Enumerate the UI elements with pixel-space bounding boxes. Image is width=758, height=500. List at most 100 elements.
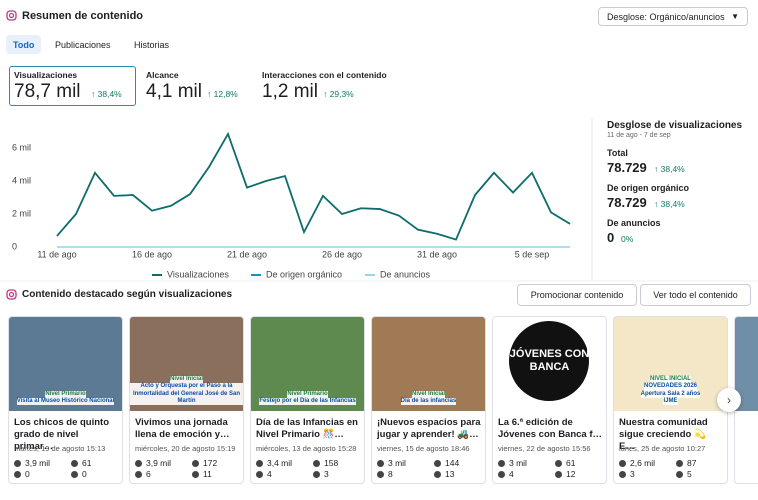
y-tick-label: 2 mil	[12, 208, 31, 218]
instagram-icon	[6, 10, 17, 21]
card[interactable]: Nivel Primario Festejo por el Día de las …	[250, 316, 365, 484]
stat-comments: 6	[146, 469, 151, 479]
stat-comments: 8	[388, 469, 393, 479]
stat-likes: 144	[445, 458, 460, 468]
next-arrow[interactable]: ›	[717, 388, 741, 412]
tab[interactable]: Publicaciones	[55, 40, 111, 50]
card-date: viernes, 15 de agosto 18:46	[377, 444, 470, 453]
metric-label: Interacciones con el contenido	[262, 70, 387, 80]
image-text: Apertura Sala 2 años	[640, 390, 701, 398]
stat-icon	[377, 459, 384, 467]
image-text: NIVEL INICIAL	[650, 376, 691, 384]
stat: 3,9 mil	[135, 458, 171, 468]
card-date: martes, 19 de agosto 15:13	[14, 444, 106, 453]
image-text: JÓVENES CON BANCA	[509, 347, 590, 373]
button[interactable]: Ver todo el contenido	[640, 284, 751, 306]
stat: 61	[555, 458, 575, 468]
card-title: Nuestra comunidad sigue creciendo 💫 E…	[619, 417, 708, 452]
breakdown-label: De anuncios	[607, 218, 661, 228]
stat: 8	[377, 469, 393, 479]
stat: 144	[434, 458, 459, 468]
stat-comments: 3	[630, 469, 635, 479]
card[interactable]: NIVEL INICIAL NOVEDADES 2026 Apertura Sala…	[613, 316, 728, 484]
image-text: NOVEDADES 2026	[643, 383, 698, 391]
change-value: 38,4%	[660, 164, 685, 174]
stat: 4	[256, 469, 272, 479]
stat-icon	[498, 470, 505, 478]
stat: 87	[676, 458, 696, 468]
stat-comments: 0	[25, 469, 30, 479]
change-value: 38,4%	[660, 199, 685, 209]
stat-shares: 3	[324, 469, 329, 479]
breakdown-value: 78.729	[607, 195, 647, 210]
stat-shares: 5	[687, 469, 692, 479]
card-image: NIVEL INICIAL NOVEDADES 2026 Apertura Sala…	[614, 317, 727, 411]
image-text: Acto y Orquesta por el Paso a la Inmorta…	[130, 383, 243, 405]
legend-label: De anuncios	[380, 269, 431, 279]
card-title: La 6.ª edición de Jóvenes con Banca f…	[498, 417, 603, 440]
metric-label: Visualizaciones	[14, 70, 78, 80]
image-text: Nivel Inicial	[169, 376, 203, 384]
stat-icon	[192, 459, 199, 467]
card[interactable]: Nivel Primario Visita al Museo Histórico …	[8, 316, 123, 484]
stat: 3	[619, 469, 635, 479]
breakdown-value: 78.729	[607, 160, 647, 175]
stat-shares: 0	[82, 469, 87, 479]
stat-likes: 61	[82, 458, 92, 468]
card-title: Día de las Infancias en Nivel Primario 🎊…	[256, 417, 358, 440]
stat-icon	[434, 470, 441, 478]
card-partial[interactable]	[734, 316, 758, 484]
stat: 4	[498, 469, 514, 479]
metric-change: ↑ 29,3%	[323, 89, 354, 99]
breakdown-change: ↑ 38,4%	[654, 164, 685, 174]
x-tick-label: 31 de ago	[417, 249, 457, 259]
x-tick-label: 26 de ago	[322, 249, 362, 259]
x-tick-label: 21 de ago	[227, 249, 267, 259]
card[interactable]: JÓVENES CON BANCA La 6.ª edición de Jóven…	[492, 316, 607, 484]
stat-icon	[619, 470, 626, 478]
stat-likes: 158	[324, 458, 339, 468]
stat-icon	[71, 470, 78, 478]
dropdown-label: Desglose: Orgánico/anuncios	[607, 11, 725, 22]
stat: 3	[313, 469, 329, 479]
y-tick-label: 4 mil	[12, 175, 31, 185]
breakdown-change: ↑ 38,4%	[654, 199, 685, 209]
card[interactable]: Nivel Inicial Acto y Orquesta por el Paso…	[129, 316, 244, 484]
card[interactable]: Nivel Inicial Día de las infancias ¡Nuevos…	[371, 316, 486, 484]
tab[interactable]: Todo	[13, 40, 35, 50]
stat-views: 3 mil	[509, 458, 527, 468]
stat: 12	[555, 469, 575, 479]
metric-change: ↑ 12,8%	[207, 89, 238, 99]
legend-label: De origen orgánico	[266, 269, 342, 279]
stat-icon	[676, 459, 683, 467]
stat-icon	[434, 459, 441, 467]
stat-icon	[71, 459, 78, 467]
stat-icon	[135, 459, 142, 467]
stat-views: 3,9 mil	[25, 458, 51, 468]
image-text: Día de las infancias	[400, 397, 457, 405]
y-tick-label: 0	[12, 241, 17, 251]
button[interactable]: Promocionar contenido	[517, 284, 637, 306]
stat-views: 3 mil	[388, 458, 406, 468]
image-text: Nivel Primario	[287, 390, 328, 398]
stat-icon	[555, 470, 562, 478]
stat-icon	[313, 459, 320, 467]
stat: 2,6 mil	[619, 458, 655, 468]
card-image: Nivel Inicial Día de las infancias	[372, 317, 485, 411]
card-date: miércoles, 13 de agosto 15:28	[256, 444, 357, 453]
change-value: 0%	[621, 234, 634, 244]
metric-change: ↑ 38,4%	[91, 89, 122, 99]
tab[interactable]: Historias	[134, 40, 170, 50]
stat-shares: 12	[566, 469, 576, 479]
stat-shares: 13	[445, 469, 455, 479]
card-date: miércoles, 20 de agosto 15:19	[135, 444, 236, 453]
breakdown-change: 0%	[621, 234, 633, 244]
metric-value: 4,1 mil	[146, 81, 202, 102]
stat: 158	[313, 458, 338, 468]
y-tick-label: 6 mil	[12, 142, 31, 152]
stat-comments: 4	[267, 469, 272, 479]
stat-icon	[377, 470, 384, 478]
breakdown-dropdown[interactable]: Desglose: Orgánico/anuncios ▼	[598, 7, 748, 26]
image-shape	[509, 321, 589, 401]
stat: 13	[434, 469, 454, 479]
